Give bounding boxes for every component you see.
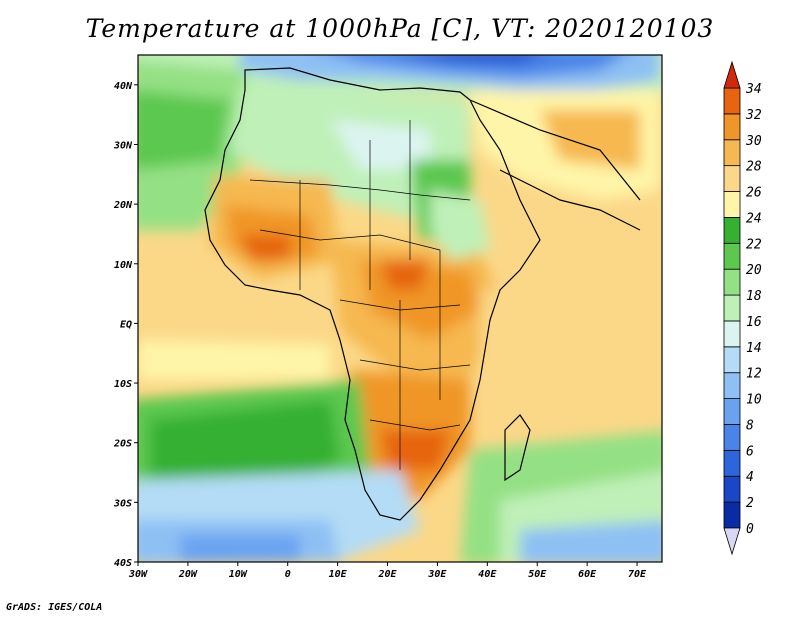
colorbar-swatch bbox=[723, 165, 741, 192]
colorbar-swatch bbox=[723, 217, 741, 244]
colorbar-level-label: 16 bbox=[746, 315, 762, 330]
lon-tick-label: 30E bbox=[427, 569, 447, 580]
colorbar-swatch bbox=[723, 449, 741, 477]
lon-tick-label: 70E bbox=[628, 569, 647, 580]
credit-label: GrADS: IGES/COLA bbox=[6, 602, 103, 613]
colorbar-level-label: 22 bbox=[746, 237, 762, 252]
lat-tick-label: EQ bbox=[120, 319, 132, 330]
lon-tick-label: 50E bbox=[528, 569, 547, 580]
lat-tick-label: 40N bbox=[114, 81, 133, 92]
colorbar-level-label: 8 bbox=[746, 418, 754, 433]
colorbar-level-label: 0 bbox=[746, 522, 754, 537]
colorbar-swatch bbox=[723, 87, 741, 115]
colorbar-swatch bbox=[723, 398, 741, 425]
colorbar-swatch bbox=[723, 139, 741, 167]
lat-tick-label: 10N bbox=[114, 260, 133, 271]
plot-frame bbox=[137, 54, 663, 563]
colorbar-level-label: 26 bbox=[746, 186, 762, 201]
lat-tick-label: 30N bbox=[113, 140, 133, 151]
lat-tick-label: 20S bbox=[113, 439, 132, 450]
lon-tick-label: 40E bbox=[478, 569, 497, 580]
colorbar-level-label: 2 bbox=[746, 496, 754, 511]
axis-ticks: 30W 20W 10W 0 10E 20E 30E 40E 50E 60E 70E 40N 30N 20N… bbox=[113, 81, 647, 580]
colorbar-level-label: 28 bbox=[746, 160, 762, 175]
colorbar-swatch bbox=[723, 268, 741, 296]
colorbar-swatch bbox=[723, 294, 741, 322]
colorbar-level-label: 14 bbox=[746, 341, 762, 356]
colorbar-level-label: 30 bbox=[745, 134, 762, 149]
colorbar-swatch bbox=[723, 475, 741, 503]
lat-tick-label: 30S bbox=[113, 498, 132, 509]
colorbar-level-label: 6 bbox=[746, 444, 754, 459]
colorbar-swatch bbox=[723, 424, 741, 451]
map-title: Temperature at 1000hPa [C], VT: 20201201… bbox=[85, 14, 715, 43]
colorbar-swatch bbox=[723, 372, 741, 399]
lat-tick-label: 10S bbox=[114, 379, 132, 390]
colorbar-level-label: 12 bbox=[746, 367, 762, 382]
lon-tick-label: 30W bbox=[128, 569, 148, 580]
colorbar-swatch bbox=[723, 113, 741, 141]
coastlines bbox=[204, 67, 641, 521]
lon-tick-label: 60E bbox=[578, 569, 597, 580]
lat-tick-label: 40S bbox=[114, 558, 132, 569]
lat-tick-label: 20N bbox=[113, 200, 133, 211]
lon-tick-label: 10E bbox=[329, 569, 348, 580]
colorbar-level-label: 24 bbox=[746, 211, 762, 226]
colorbar-swatch bbox=[723, 346, 741, 374]
colorbar-swatch bbox=[723, 501, 741, 529]
colorbar-level-label: 18 bbox=[746, 289, 762, 304]
colorbar-level-label: 20 bbox=[746, 263, 762, 278]
colorbar-under-triangle bbox=[723, 527, 741, 556]
colorbar-level-label: 32 bbox=[745, 108, 762, 123]
colorbar-swatch bbox=[723, 242, 741, 270]
colorbar-level-label: 10 bbox=[746, 393, 762, 408]
colorbar-over-triangle bbox=[723, 60, 741, 89]
colorbar-level-label: 4 bbox=[746, 470, 754, 485]
lon-tick-label: 20E bbox=[377, 569, 397, 580]
lon-tick-label: 20W bbox=[178, 569, 198, 580]
colorbar-level-label: 34 bbox=[745, 82, 762, 97]
lon-tick-label: 10W bbox=[229, 569, 248, 580]
colorbar-swatch bbox=[723, 320, 741, 348]
colorbar-swatch bbox=[723, 191, 741, 218]
lon-tick-label: 0 bbox=[285, 569, 291, 580]
